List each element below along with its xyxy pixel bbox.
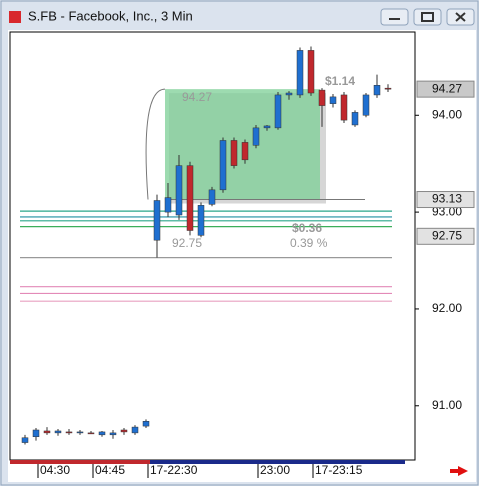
x-tick-label: 04:45 [95, 463, 125, 477]
candle-body [120, 429, 128, 433]
candle-body [274, 94, 282, 129]
plot: 91.0092.0093.0094.00$1.1494.27$0.360.39 … [20, 46, 475, 478]
candle-body [285, 92, 293, 96]
candle-body [219, 140, 227, 191]
candle-body [208, 189, 216, 205]
y-tick-label: 94.00 [432, 107, 462, 121]
candle-body [230, 140, 238, 166]
candle-body [98, 431, 106, 436]
x-tick-label: 17-22:30 [150, 463, 198, 477]
price-label-box [416, 80, 475, 98]
x-tick-label: 04:30 [40, 463, 70, 477]
candle-body [109, 432, 117, 436]
candle-body [362, 94, 370, 116]
annotation: 94.27 [182, 90, 212, 104]
price-label: 93.13 [432, 192, 462, 206]
window-title: S.FB - Facebook, Inc., 3 Min [28, 8, 193, 23]
price-label-box [416, 191, 475, 209]
candle-body [307, 50, 315, 94]
candle-body [142, 421, 150, 427]
candle-body [296, 50, 304, 96]
candle-body [186, 165, 194, 231]
maximize-icon [421, 12, 434, 22]
candle-body [175, 165, 183, 216]
y-tick-label: 91.00 [432, 398, 462, 412]
candle-body [340, 94, 348, 121]
price-label: 94.27 [432, 81, 462, 95]
annotation: 0.39 % [290, 236, 328, 250]
annotation: 92.75 [172, 236, 202, 250]
price-label: 92.75 [432, 228, 462, 242]
scroll-arrow[interactable] [450, 466, 468, 476]
candle-body [153, 200, 161, 241]
candle-body [43, 430, 51, 434]
price-label-box [416, 227, 475, 245]
close-icon [455, 12, 466, 22]
candle-body [65, 431, 73, 434]
candle-body [351, 112, 359, 126]
candle-body [263, 125, 271, 129]
candle-body [87, 432, 95, 435]
candle-body [241, 142, 249, 161]
candle-body [318, 89, 326, 106]
annotation: $0.36 [292, 221, 322, 235]
candle-body [76, 431, 84, 434]
candle-body [131, 426, 139, 434]
candle-body [373, 85, 381, 96]
candle-body [197, 205, 205, 236]
y-tick-label: 92.00 [432, 301, 462, 315]
annotation: $1.14 [325, 74, 355, 88]
maximize-button[interactable] [413, 8, 442, 26]
candle-body [329, 96, 337, 104]
x-tick-label: 17-23:15 [315, 463, 363, 477]
candle-body [54, 430, 62, 434]
candle-body [32, 429, 40, 438]
scroll-bar [10, 460, 405, 464]
candle-body [21, 437, 29, 443]
candle-body [164, 197, 172, 213]
minimize-button[interactable] [380, 8, 409, 26]
measure-bracket [145, 88, 166, 200]
candle-body [384, 87, 392, 90]
scroll-bar-history [10, 460, 150, 464]
app-icon [9, 11, 21, 23]
candle-body [252, 127, 260, 146]
x-tick-label: 23:00 [260, 463, 290, 477]
